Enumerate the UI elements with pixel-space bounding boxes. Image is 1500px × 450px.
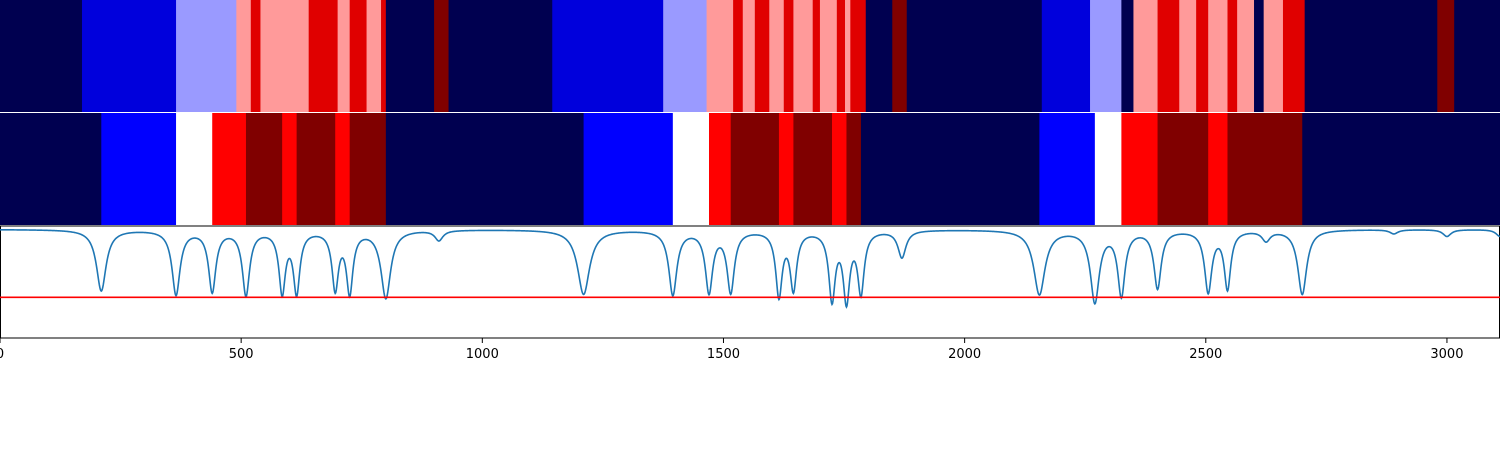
heatmap-cell: [1196, 0, 1209, 112]
heatmap-cell: [709, 113, 732, 225]
x-tick-label: 0: [0, 347, 4, 362]
heatmap-cell: [1227, 113, 1303, 225]
heatmap-cell: [385, 113, 585, 225]
heatmap-cell: [349, 0, 368, 112]
x-tick-label: 1000: [466, 347, 499, 362]
series-line: [0, 228, 1500, 309]
heatmap-cell: [434, 0, 450, 112]
heatmap-cell: [1133, 0, 1159, 112]
heatmap-cell: [1179, 0, 1197, 112]
heatmap-cell: [1090, 0, 1122, 112]
heatmap-cell: [892, 0, 908, 112]
heatmap-cell: [733, 0, 744, 112]
heatmap-cell: [552, 0, 664, 112]
heatmap-cell: [1157, 0, 1180, 112]
heatmap-cell: [260, 0, 310, 112]
heatmap-cell: [1121, 0, 1134, 112]
heatmap-cell: [101, 113, 177, 225]
heatmap-cell: [1227, 0, 1238, 112]
heatmap-cell: [778, 113, 794, 225]
heatmap-cell: [335, 113, 351, 225]
heatmap-cell: [793, 0, 814, 112]
heatmap-cell: [1094, 113, 1122, 225]
plot-frame: [0, 225, 1500, 339]
heatmap-cell: [1302, 113, 1500, 225]
x-tick-label: 3000: [1430, 347, 1463, 362]
heatmap-cell: [850, 0, 867, 112]
heatmap-cell: [1304, 0, 1438, 112]
heatmap-cell: [1454, 0, 1500, 112]
heatmap-cell: [337, 0, 351, 112]
heatmap-cell: [81, 0, 177, 112]
heatmap-cell: [906, 0, 1043, 112]
heatmap-cell: [583, 113, 674, 225]
x-axis: 0 500 1000 1500 2000 2500 3000: [0, 338, 1463, 362]
x-tick-label: 2000: [948, 347, 981, 362]
heatmap-cell: [1157, 113, 1209, 225]
middle-heatmap-strip: [0, 112, 1500, 225]
heatmap-cell: [296, 113, 336, 225]
heatmap-cell: [783, 0, 794, 112]
strip-separator: [0, 112, 1500, 113]
heatmap-cell: [845, 0, 851, 112]
heatmap-cell: [250, 0, 261, 112]
heatmap-cell: [769, 0, 785, 112]
heatmap-cell: [730, 113, 780, 225]
heatmap-cell: [1208, 0, 1228, 112]
x-tick-label: 1500: [707, 347, 740, 362]
heatmap-cell: [1121, 113, 1159, 225]
line-plot-panel: [0, 225, 1500, 339]
heatmap-cell: [381, 0, 387, 112]
heatmap-cell: [672, 113, 710, 225]
heatmap-cell: [860, 113, 1040, 225]
heatmap-cell: [308, 0, 339, 112]
heatmap-cell: [793, 113, 833, 225]
heatmap-cell: [282, 113, 298, 225]
top-heatmap-strip: [0, 0, 1500, 112]
heatmap-cell: [1263, 0, 1284, 112]
heatmap-cell: [385, 0, 435, 112]
heatmap-cell: [1254, 0, 1265, 112]
heatmap-cell: [706, 0, 734, 112]
heatmap-cell: [236, 0, 252, 112]
heatmap-cell: [176, 0, 237, 112]
heatmap-cell: [865, 0, 893, 112]
heatmap-cell: [754, 0, 770, 112]
heatmap-cell: [1282, 0, 1306, 112]
heatmap-cell: [212, 113, 247, 225]
x-tick-label: 500: [229, 347, 254, 362]
x-tick-label: 2500: [1189, 347, 1222, 362]
heatmap-cell: [819, 0, 838, 112]
heatmap-cell: [349, 113, 387, 225]
heatmap-cell: [1437, 0, 1455, 112]
heatmap-cell: [663, 0, 708, 112]
heatmap-cell: [831, 113, 847, 225]
heatmap-cell: [0, 113, 102, 225]
heatmap-cell: [836, 0, 846, 112]
heatmap-cell: [1041, 0, 1091, 112]
heatmap-cell: [366, 0, 382, 112]
heatmap-cell: [1039, 113, 1096, 225]
heatmap-cell: [846, 113, 862, 225]
heatmap-cell: [1237, 0, 1255, 112]
heatmap-cell: [1208, 113, 1228, 225]
heatmap-cell: [245, 113, 283, 225]
heatmap-cell: [742, 0, 756, 112]
heatmap-cell: [176, 113, 213, 225]
heatmap-cell: [0, 0, 83, 112]
heatmap-cell: [812, 0, 821, 112]
heatmap-cell: [448, 0, 553, 112]
